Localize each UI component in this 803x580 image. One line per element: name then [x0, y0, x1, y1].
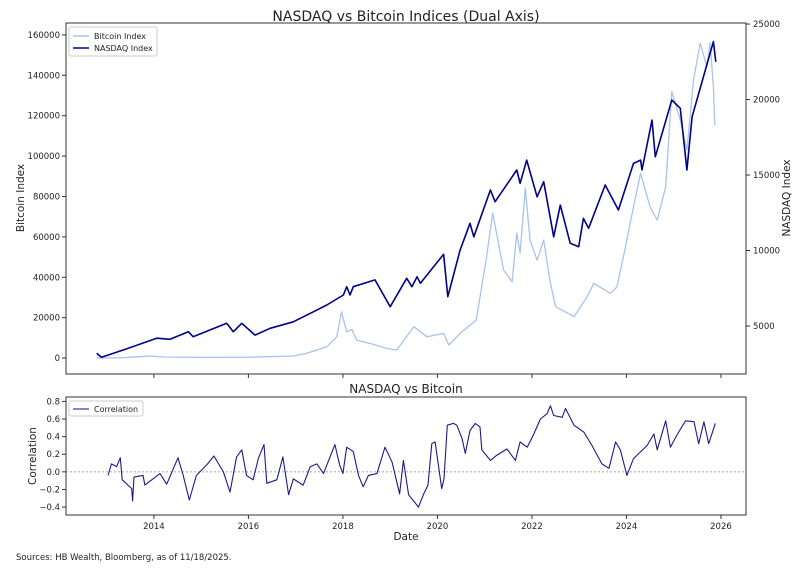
- bottom-y-axis-label: Correlation: [27, 427, 39, 485]
- left-y-tick-label: 80000: [33, 192, 60, 202]
- left-y-tick-label: 0: [55, 354, 60, 364]
- left-y-tick-label: 140000: [28, 71, 60, 81]
- bottom-legend-box: [68, 400, 144, 417]
- top-legend-box: [68, 26, 158, 57]
- left-y-tick-label: 100000: [28, 152, 60, 162]
- bottom-y-tick-label: 0.8: [46, 397, 60, 407]
- bottom-y-tick-label: −0.2: [39, 485, 60, 495]
- left-y-tick-label: 60000: [33, 233, 60, 243]
- top-right-axis-label: NASDAQ Index: [781, 159, 793, 236]
- legend-label-nasdaq: NASDAQ Index: [94, 44, 153, 53]
- bottom-y-tick-label: 0.4: [46, 433, 60, 443]
- bottom-x-tick-label: 2026: [710, 522, 732, 532]
- right-y-tick-label: 20000: [753, 96, 780, 106]
- bottom-legend: Correlation: [68, 400, 144, 417]
- bottom-x-tick-label: 2016: [238, 522, 260, 532]
- bottom-y-tick-label: −0.4: [39, 503, 60, 513]
- bottom-x-tick-label: 2024: [616, 522, 638, 532]
- bottom-x-tick-label: 2014: [143, 522, 165, 532]
- legend-label-bitcoin: Bitcoin Index: [94, 32, 146, 41]
- left-y-tick-label: 120000: [28, 112, 60, 122]
- top-left-axis-label: Bitcoin Index: [15, 164, 27, 232]
- top-axes-frame: [65, 22, 747, 375]
- left-y-tick-label: 40000: [33, 273, 60, 283]
- bottom-x-tick-label: 2022: [521, 522, 543, 532]
- right-y-tick-label: 25000: [753, 20, 780, 30]
- top-plot-area: [96, 40, 717, 359]
- right-y-tick-label: 10000: [753, 247, 780, 257]
- bottom-plot-area: [66, 405, 746, 508]
- top-chart-title: NASDAQ vs Bitcoin Indices (Dual Axis): [272, 9, 539, 25]
- correlation-line: [107, 405, 716, 508]
- bottom-chart-title: NASDAQ vs Bitcoin: [349, 382, 462, 396]
- bottom-x-tick-label: 2018: [332, 522, 354, 532]
- bottom-axes-frame: [65, 396, 747, 516]
- right-y-tick-label: 5000: [753, 322, 775, 332]
- bottom-y-tick-label: 0.2: [46, 450, 60, 460]
- bottom-y-tick-label: 0.6: [46, 415, 60, 425]
- right-y-tick-label: 15000: [753, 171, 780, 181]
- bottom-x-tick-label: 2020: [427, 522, 449, 532]
- bitcoin-index-line: [96, 42, 716, 359]
- top-legend: Bitcoin Index NASDAQ Index: [68, 26, 158, 57]
- nasdaq-index-line: [96, 40, 717, 359]
- legend-label-correlation: Correlation: [94, 405, 138, 414]
- left-y-tick-label: 160000: [28, 31, 60, 41]
- left-y-tick-label: 20000: [33, 314, 60, 324]
- bottom-x-axis-label: Date: [393, 531, 418, 543]
- bottom-y-tick-label: 0.0: [46, 468, 60, 478]
- source-note: Sources: HB Wealth, Bloomberg, as of 11/…: [16, 553, 232, 563]
